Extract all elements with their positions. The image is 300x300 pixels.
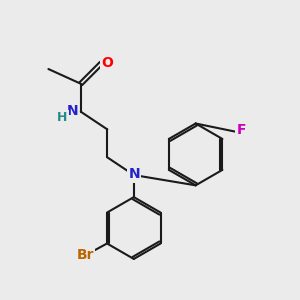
- Text: O: O: [101, 56, 113, 70]
- Text: N: N: [67, 104, 78, 118]
- Text: H: H: [57, 111, 68, 124]
- Text: N: N: [129, 167, 140, 182]
- Text: F: F: [236, 123, 246, 137]
- Text: Br: Br: [76, 248, 94, 262]
